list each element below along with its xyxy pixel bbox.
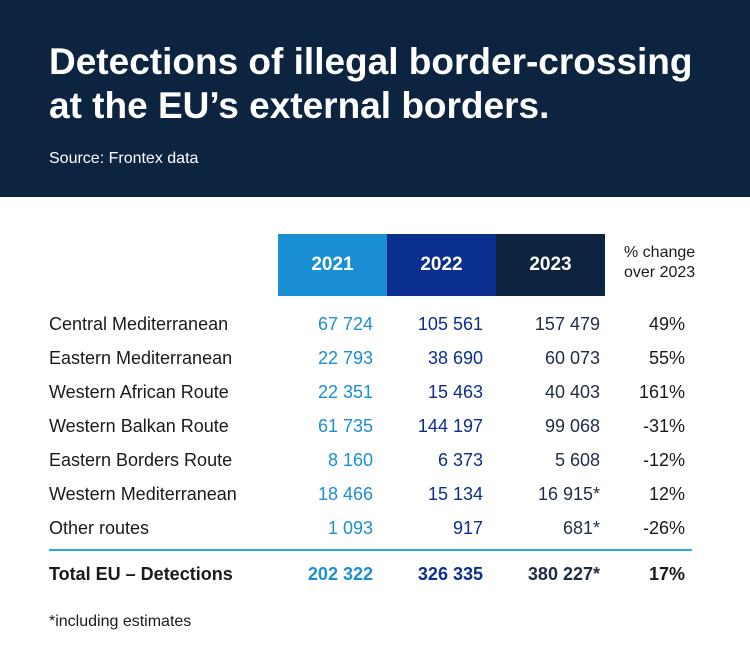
header-banner: Detections of illegal border-crossing at… (0, 0, 750, 197)
source-note: Source: Frontex data (49, 150, 199, 167)
table-row: Central Mediterranean 67 724 105 561 157… (0, 308, 750, 342)
cell-2021: 61 735 (317, 416, 373, 436)
cell-2021: 8 160 (327, 450, 373, 470)
row-label: Western African Route (49, 382, 229, 402)
title-line-1: Detections of illegal border-crossing (49, 41, 693, 82)
total-change: 17% (648, 564, 685, 584)
change-header-line-2: over 2023 (624, 264, 696, 281)
cell-2023: 40 403 (544, 382, 600, 402)
table-row: Western African Route 22 351 15 463 40 4… (0, 376, 750, 410)
cell-2022: 105 561 (417, 314, 483, 334)
cell-2023: 60 073 (544, 348, 600, 368)
column-header-2023: 2023 (496, 234, 605, 296)
footnote: *including estimates (49, 613, 192, 630)
cell-2023: 157 479 (534, 314, 600, 334)
title-line-2: at the EU’s external borders. (49, 85, 550, 126)
column-header-2021: 2021 (278, 234, 387, 296)
table-row: Eastern Mediterranean 22 793 38 690 60 0… (0, 342, 750, 376)
cell-2022: 144 197 (417, 416, 483, 436)
column-header-2022-label: 2022 (420, 254, 463, 275)
cell-2022: 38 690 (427, 348, 483, 368)
cell-change: 161% (638, 382, 685, 402)
column-header-2023-label: 2023 (529, 254, 572, 275)
cell-2022: 6 373 (437, 450, 483, 470)
cell-change: 49% (648, 314, 685, 334)
cell-2023: 16 915* (537, 484, 600, 504)
column-header-change: % change over 2023 (624, 243, 734, 283)
cell-2022: 15 463 (427, 382, 483, 402)
cell-2021: 22 793 (317, 348, 373, 368)
table-row: Eastern Borders Route 8 160 6 373 5 608 … (0, 444, 750, 478)
total-2021: 202 322 (307, 564, 373, 584)
cell-2023: 5 608 (554, 450, 600, 470)
row-label: Western Balkan Route (49, 416, 229, 436)
cell-2021: 67 724 (317, 314, 373, 334)
table-row: Western Mediterranean 18 466 15 134 16 9… (0, 478, 750, 512)
page-title: Detections of illegal border-crossing at… (49, 40, 729, 128)
table-row: Other routes 1 093 917 681* -26% (0, 512, 750, 546)
total-divider (49, 549, 692, 551)
total-2023: 380 227* (527, 564, 600, 584)
cell-2021: 1 093 (327, 518, 373, 538)
cell-2021: 18 466 (317, 484, 373, 504)
total-row: Total EU – Detections 202 322 326 335 38… (0, 558, 750, 592)
row-label: Eastern Borders Route (49, 450, 233, 470)
change-header-line-1: % change (624, 244, 696, 261)
cell-change: -31% (642, 416, 685, 436)
cell-change: -26% (642, 518, 685, 538)
row-label: Eastern Mediterranean (49, 348, 233, 368)
cell-2023: 681* (562, 518, 600, 538)
row-label: Other routes (49, 518, 150, 538)
column-header-2021-label: 2021 (311, 254, 354, 275)
total-label: Total EU – Detections (49, 564, 233, 584)
cell-2022: 917 (452, 518, 483, 538)
cell-2022: 15 134 (427, 484, 483, 504)
row-label: Central Mediterranean (49, 314, 229, 334)
cell-2021: 22 351 (317, 382, 373, 402)
row-label: Western Mediterranean (49, 484, 237, 504)
total-2022: 326 335 (417, 564, 483, 584)
table-row: Western Balkan Route 61 735 144 197 99 0… (0, 410, 750, 444)
cell-change: 55% (648, 348, 685, 368)
cell-change: 12% (648, 484, 685, 504)
table-body: Central Mediterranean 67 724 105 561 157… (0, 308, 750, 546)
column-header-2022: 2022 (387, 234, 496, 296)
cell-2023: 99 068 (544, 416, 600, 436)
cell-change: -12% (642, 450, 685, 470)
